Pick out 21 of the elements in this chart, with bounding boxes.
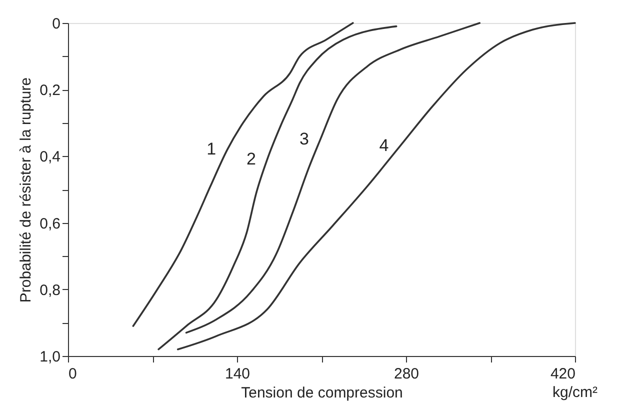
x-tick-label: 280 [394,366,420,382]
line-series [176,22,576,350]
series-label: 2 [246,150,256,169]
x-axis-title: Tension de compression [241,384,403,401]
x-tick-label: 140 [224,366,250,382]
y-tick-label: 1,0 [40,348,60,366]
x-tick-label: 420 [550,366,576,382]
line-series [185,22,481,334]
line-series [132,22,354,327]
y-tick-label: 0 [52,16,60,32]
series-label: 1 [206,140,216,159]
text: kg/cm² [552,384,598,401]
line-series [158,25,398,350]
y-tick-label: 0,4 [40,148,60,166]
x-tick-label: 0 [68,366,77,382]
y-axis-title: Probabilité de résister à la rupture [18,77,35,303]
series-label: 4 [379,136,389,156]
series-label: 3 [300,130,310,149]
y-tick-label: 0,6 [40,215,60,232]
y-tick-label: 0,2 [40,82,60,100]
y-tick-label: 0,8 [40,282,60,299]
